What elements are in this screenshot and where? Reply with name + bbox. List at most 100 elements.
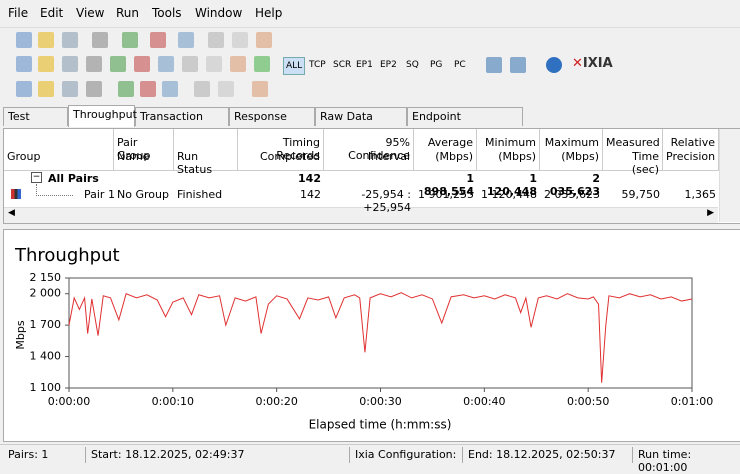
menu-item[interactable]: View	[76, 6, 105, 20]
status-separator	[632, 447, 633, 463]
table-cell: No Group	[117, 188, 169, 201]
column-header[interactable]: 95% Confidence Interval	[324, 129, 414, 171]
toolbar-button[interactable]	[16, 56, 32, 72]
menu-item[interactable]: Help	[255, 6, 283, 20]
toolbar-button[interactable]	[252, 81, 268, 97]
toolbar-button[interactable]	[16, 81, 32, 97]
tab[interactable]: Test Setup	[3, 107, 68, 141]
table-cell: -25,954 : +25,954	[361, 188, 411, 214]
y-tick-label: 1 700	[30, 318, 62, 331]
toolbar-button[interactable]	[510, 57, 526, 73]
toolbar-button[interactable]	[62, 81, 78, 97]
x-tick-label: 0:01:00	[671, 395, 713, 408]
tab[interactable]: Endpoint Configuration	[407, 107, 523, 141]
x-tick-label: 0:00:10	[152, 395, 194, 408]
x-tick-label: 0:00:20	[255, 395, 297, 408]
filter-button[interactable]: SQ	[406, 60, 419, 70]
tab[interactable]: Transaction Rate	[135, 107, 229, 141]
toolbar-button[interactable]	[486, 57, 502, 73]
toolbar-button[interactable]	[38, 56, 54, 72]
column-header[interactable]: Group	[4, 129, 114, 171]
collapse-icon[interactable]: −	[31, 172, 42, 183]
filter-button[interactable]: PC	[454, 60, 466, 70]
scroll-right[interactable]: ▶	[707, 208, 714, 218]
filter-button[interactable]: PG	[430, 60, 443, 70]
toolbar-button[interactable]	[230, 56, 246, 72]
tab[interactable]: Throughput	[68, 105, 137, 127]
column-header[interactable]: Pair Group Name	[114, 129, 174, 171]
toolbar-button[interactable]	[134, 56, 150, 72]
toolbar-button[interactable]	[150, 32, 166, 48]
table-cell: 2 035,623	[544, 188, 600, 201]
logo[interactable]: ✕IXIA	[572, 56, 613, 71]
v-scrollbar[interactable]	[719, 129, 740, 222]
column-header[interactable]: Average (Mbps)	[414, 129, 477, 171]
menu-item[interactable]: Window	[195, 6, 243, 20]
filter-button[interactable]: SCR	[333, 60, 352, 70]
toolbar-button[interactable]	[110, 56, 126, 72]
toolbar-button[interactable]	[62, 56, 78, 72]
column-header[interactable]: Timing Records Completed	[238, 129, 324, 171]
column-header[interactable]: Minimum (Mbps)	[477, 129, 540, 171]
toolbar-button[interactable]	[118, 81, 134, 97]
toolbar-button[interactable]	[218, 81, 234, 97]
y-tick-label: 1 100	[30, 381, 62, 394]
toolbar-button[interactable]	[206, 56, 222, 72]
toolbar-button[interactable]	[208, 32, 224, 48]
filter-button[interactable]: TCP	[309, 60, 326, 70]
toolbar-button[interactable]	[122, 32, 138, 48]
toolbar-button[interactable]	[182, 56, 198, 72]
toolbar-button[interactable]	[546, 57, 562, 73]
toolbar-button[interactable]	[194, 81, 210, 97]
x-tick-label: 0:00:40	[463, 395, 505, 408]
toolbar-button[interactable]	[256, 32, 272, 48]
menu-item[interactable]: Edit	[40, 6, 64, 20]
x-tick-label: 0:00:50	[567, 395, 609, 408]
filter-button[interactable]: ALL	[283, 57, 306, 75]
toolbar-button[interactable]	[92, 32, 108, 48]
toolbar-button[interactable]	[158, 56, 174, 72]
header-text: Relative	[670, 136, 715, 149]
header-text: Measured	[606, 136, 660, 149]
chart-title: Throughput	[14, 245, 120, 266]
column-header[interactable]: Measured Time (sec)	[603, 129, 663, 176]
logo-x: ✕	[572, 56, 583, 71]
tree-line	[36, 184, 73, 196]
column-header[interactable]: Maximum (Mbps)	[540, 129, 603, 171]
toolbar-button[interactable]	[140, 81, 156, 97]
toolbar-button[interactable]	[178, 32, 194, 48]
column-header[interactable]: Relative Precision	[663, 129, 719, 171]
toolbar-separator	[0, 27, 740, 28]
toolbar-button[interactable]	[62, 32, 78, 48]
results-table: ◀ ▶ Group Pair Group Name Run Status Timing R…	[3, 128, 740, 224]
table-cell: 1 120,448	[486, 172, 537, 198]
header-text: Minimum	[485, 136, 536, 149]
y-tick-label: 2 000	[30, 287, 62, 300]
chart-panel: Throughput Mbps Elapsed time (h:mm:ss) 1…	[3, 229, 740, 442]
toolbar-button[interactable]	[86, 81, 102, 97]
column-header[interactable]: Run Status	[174, 129, 238, 176]
menu-item[interactable]: File	[8, 6, 29, 20]
toolbar-button[interactable]	[16, 32, 32, 48]
menu-item[interactable]: Run	[116, 6, 140, 20]
toolbar-button[interactable]	[162, 81, 178, 97]
status-field: Pairs: 1	[8, 448, 49, 461]
filter-button[interactable]: EP2	[380, 60, 397, 70]
scroll-left[interactable]: ◀	[8, 208, 15, 218]
header-text: (Mbps)	[435, 150, 473, 163]
y-tick-label: 2 150	[30, 271, 62, 284]
toolbar-button[interactable]	[38, 81, 54, 97]
h-scrollbar[interactable]: ◀ ▶	[4, 207, 718, 223]
status-field: Run time: 00:01:00	[638, 448, 692, 474]
toolbar-button[interactable]	[86, 56, 102, 72]
toolbar-button[interactable]	[232, 32, 248, 48]
header-text: Time (sec)	[631, 150, 659, 176]
menu-item[interactable]: Tools	[152, 6, 182, 20]
toolbar-button[interactable]	[254, 56, 270, 72]
header-text: Interval	[367, 150, 410, 163]
toolbar-button[interactable]	[38, 32, 54, 48]
tab[interactable]: Response Time	[229, 107, 315, 141]
header-text: Average	[427, 136, 473, 149]
tab[interactable]: Raw Data Totals	[315, 107, 407, 141]
filter-button[interactable]: EP1	[356, 60, 373, 70]
